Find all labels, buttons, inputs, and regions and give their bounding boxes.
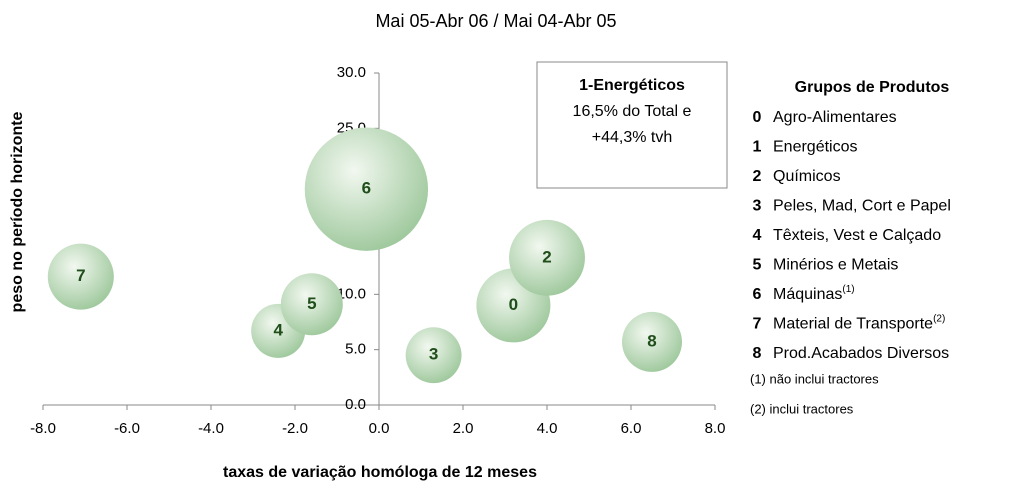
- x-tick-label: 6.0: [621, 420, 642, 437]
- bubble-label: 0: [509, 295, 518, 314]
- x-tick-label: 0.0: [369, 420, 390, 437]
- legend-name: Químicos: [773, 168, 841, 185]
- legend-name: Peles, Mad, Cort e Papel: [773, 198, 951, 215]
- y-axis-label: peso no período horizonte: [9, 111, 26, 312]
- y-tick-label: 30.0: [337, 64, 366, 81]
- annotation-text: +44,3% tvh: [592, 129, 673, 146]
- legend-key: 0: [753, 109, 762, 126]
- legend-note: (2): [933, 313, 945, 324]
- bubble: [47, 243, 114, 310]
- legend-key: 1: [753, 139, 762, 156]
- bubble-label: 3: [429, 345, 438, 364]
- legend-name-text: Material de Transporte: [773, 316, 933, 333]
- legend-key: 7: [753, 316, 762, 333]
- bubble-label: 4: [273, 320, 283, 339]
- legend-name: Material de Transporte(2): [773, 313, 945, 333]
- legend-key: 2: [753, 168, 762, 185]
- legend-name: Minérios e Metais: [773, 257, 898, 274]
- legend-name-text: Químicos: [773, 168, 841, 185]
- bubble: [405, 327, 462, 384]
- legend-name-text: Minérios e Metais: [773, 257, 898, 274]
- legend-name-text: Têxteis, Vest e Calçado: [773, 227, 941, 244]
- legend-key: 3: [753, 198, 762, 215]
- legend-name-text: Peles, Mad, Cort e Papel: [773, 198, 951, 215]
- legend-name: Energéticos: [773, 139, 858, 156]
- bubble-label: 5: [307, 294, 316, 313]
- y-tick-label: 10.0: [337, 285, 366, 302]
- x-axis-label: taxas de variação homóloga de 12 meses: [223, 464, 537, 481]
- legend-key: 6: [753, 286, 762, 303]
- annotation-box: [536, 61, 728, 189]
- x-tick-label: -6.0: [114, 420, 140, 437]
- legend-key: 5: [753, 257, 762, 274]
- x-tick-label: 8.0: [705, 420, 726, 437]
- bubble: [622, 311, 682, 372]
- x-tick-label: -2.0: [282, 420, 308, 437]
- annotation-text: 16,5% do Total e: [573, 103, 692, 120]
- y-tick-label: 0.0: [345, 396, 366, 413]
- legend-name-text: Prod.Acabados Diversos: [773, 345, 949, 362]
- bubble: [509, 219, 585, 296]
- bubble-label: 2: [542, 247, 551, 266]
- legend-name-text: Agro-Alimentares: [773, 109, 897, 126]
- bubble: [280, 273, 343, 336]
- x-tick-label: -8.0: [30, 420, 56, 437]
- legend-key: 4: [753, 227, 762, 244]
- x-tick-label: 4.0: [537, 420, 558, 437]
- legend-name: Agro-Alimentares: [773, 109, 897, 126]
- legend-name-text: Energéticos: [773, 139, 858, 156]
- bubble-label: 6: [362, 179, 371, 198]
- bubble-label: 7: [76, 266, 85, 285]
- annotation-text: 1-Energéticos: [579, 77, 685, 94]
- bubble: [304, 127, 429, 251]
- legend-title: Grupos de Produtos: [795, 79, 950, 96]
- y-tick-label: 5.0: [345, 341, 366, 358]
- legend-name: Prod.Acabados Diversos: [773, 345, 949, 362]
- legend-note: (1): [842, 284, 854, 295]
- legend-name: Têxteis, Vest e Calçado: [773, 227, 941, 244]
- footnote: (1) não inclui tractores: [750, 371, 879, 386]
- x-tick-label: -4.0: [198, 420, 224, 437]
- legend-name: Máquinas(1): [773, 284, 855, 304]
- footnote: (2) inclui tractores: [750, 401, 854, 416]
- legend-name-text: Máquinas: [773, 286, 842, 303]
- subtitle: Mai 05-Abr 06 / Mai 04-Abr 05: [375, 11, 616, 31]
- x-tick-label: 2.0: [453, 420, 474, 437]
- bubble-label: 8: [647, 331, 656, 350]
- legend-key: 8: [753, 345, 762, 362]
